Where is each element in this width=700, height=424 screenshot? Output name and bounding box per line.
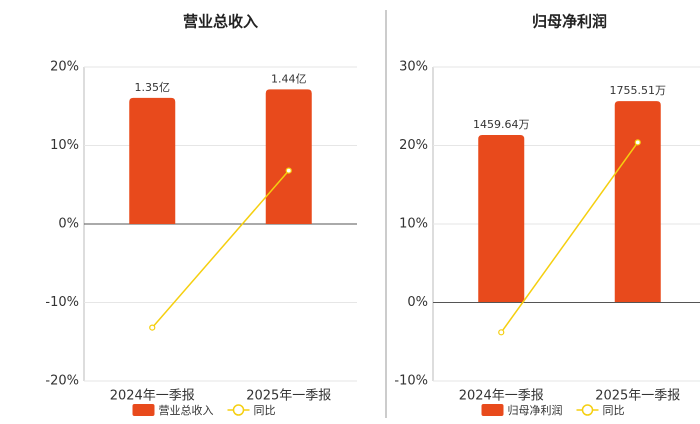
y-tick-label: -20% (45, 374, 79, 389)
y-tick-label: 10% (50, 138, 79, 153)
y-tick-label: 20% (399, 138, 428, 153)
legend-swatch (481, 404, 504, 416)
chart-title: 营业总收入 (183, 13, 258, 31)
bar (265, 89, 312, 224)
value-label: 1.35亿 (135, 81, 171, 94)
legend-label: 营业总收入 (159, 403, 214, 417)
x-tick-label: 2024年一季报 (459, 389, 544, 404)
value-label: 1.44亿 (271, 72, 307, 85)
legend-label: 同比 (603, 404, 625, 417)
line-point (634, 139, 641, 146)
y-tick-label: -10% (45, 295, 79, 310)
bar (129, 97, 176, 224)
y-tick-label: 0% (407, 295, 428, 310)
bar (478, 135, 525, 303)
line (500, 141, 639, 333)
chart-title: 归母净利润 (532, 13, 607, 31)
legend-swatch (232, 404, 245, 416)
legend-label: 同比 (254, 404, 276, 417)
value-label: 1459.64万 (473, 118, 530, 131)
x-tick-label: 2024年一季报 (110, 389, 195, 404)
x-tick-label: 2025年一季报 (246, 389, 331, 404)
y-tick-label: 30% (399, 60, 428, 75)
x-tick-label: 2025年一季报 (595, 389, 680, 404)
line-point (149, 324, 156, 331)
legend-swatch (581, 404, 594, 416)
line-point (285, 167, 292, 174)
line (151, 170, 290, 329)
y-tick-label: 10% (399, 217, 428, 232)
bar (614, 101, 661, 303)
y-tick-label: 20% (50, 60, 79, 75)
legend-label: 归母净利润 (508, 403, 563, 417)
y-tick-label: 0% (58, 217, 79, 232)
value-label: 1755.51万 (610, 84, 667, 97)
legend-swatch (132, 404, 155, 416)
y-tick-label: -10% (394, 374, 428, 389)
line-point (498, 329, 505, 336)
